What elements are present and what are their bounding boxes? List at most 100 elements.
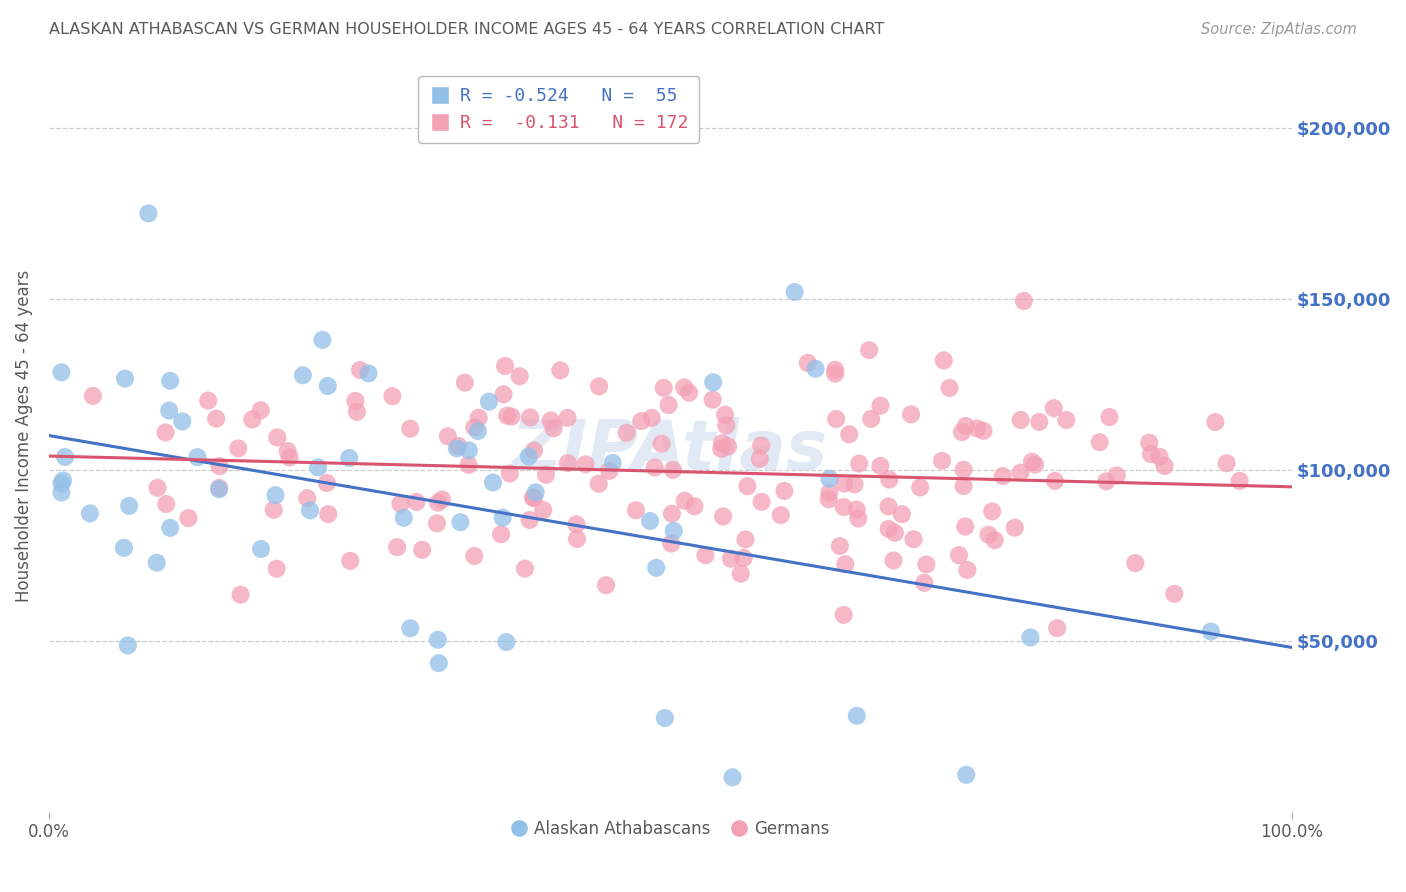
Point [51, 485, 73, 500]
Point [266, 430, 288, 444]
Point [501, 409, 523, 424]
Point [662, 463, 685, 477]
Point [977, 527, 1000, 541]
Point [385, 540, 408, 554]
Text: Source: ZipAtlas.com: Source: ZipAtlas.com [1201, 22, 1357, 37]
Point [869, 458, 891, 473]
Point [349, 363, 371, 377]
Point [932, 353, 955, 368]
Point [478, 394, 501, 409]
Point [447, 439, 470, 453]
Point [307, 460, 329, 475]
Point [463, 549, 485, 563]
Point [702, 392, 724, 407]
Point [714, 418, 737, 433]
Point [695, 548, 717, 562]
Point [1004, 521, 1026, 535]
Point [662, 524, 685, 538]
Point [299, 503, 322, 517]
Point [1010, 413, 1032, 427]
Point [825, 412, 848, 426]
Point [1105, 468, 1128, 483]
Point [205, 411, 228, 425]
Point [339, 554, 361, 568]
Point [797, 356, 820, 370]
Point [51, 476, 73, 491]
Point [834, 558, 856, 572]
Legend: Alaskan Athabascans, Germans: Alaskan Athabascans, Germans [505, 814, 837, 845]
Point [673, 380, 696, 394]
Point [804, 361, 827, 376]
Point [1123, 556, 1146, 570]
Point [337, 450, 360, 465]
Point [651, 436, 673, 450]
Point [316, 507, 339, 521]
Point [297, 491, 319, 505]
Point [948, 548, 970, 562]
Point [240, 412, 263, 426]
Point [411, 542, 433, 557]
Point [177, 511, 200, 525]
Point [344, 393, 367, 408]
Point [208, 481, 231, 495]
Point [981, 504, 1004, 518]
Point [955, 768, 977, 782]
Point [437, 429, 460, 443]
Point [357, 367, 380, 381]
Point [832, 500, 855, 514]
Point [159, 374, 181, 388]
Point [263, 502, 285, 516]
Point [711, 436, 734, 450]
Point [1163, 587, 1185, 601]
Point [79, 507, 101, 521]
Point [389, 497, 412, 511]
Point [733, 551, 755, 566]
Point [405, 495, 427, 509]
Point [114, 371, 136, 385]
Point [616, 425, 638, 440]
Point [1137, 435, 1160, 450]
Point [523, 491, 546, 505]
Point [602, 456, 624, 470]
Point [463, 420, 485, 434]
Point [912, 575, 935, 590]
Point [430, 492, 453, 507]
Point [446, 442, 468, 456]
Point [112, 541, 135, 555]
Point [652, 381, 675, 395]
Point [824, 367, 846, 381]
Point [972, 424, 994, 438]
Point [482, 475, 505, 490]
Point [277, 444, 299, 458]
Point [534, 467, 557, 482]
Point [883, 553, 905, 567]
Point [426, 632, 449, 647]
Point [903, 533, 925, 547]
Point [952, 479, 974, 493]
Point [53, 450, 76, 464]
Point [860, 412, 883, 426]
Point [186, 450, 208, 464]
Point [818, 472, 841, 486]
Point [710, 442, 733, 456]
Point [1021, 455, 1043, 469]
Point [711, 509, 734, 524]
Point [426, 516, 449, 531]
Point [953, 519, 976, 533]
Point [714, 408, 737, 422]
Point [494, 359, 516, 373]
Point [491, 510, 513, 524]
Point [208, 459, 231, 474]
Point [118, 499, 141, 513]
Point [751, 495, 773, 509]
Point [858, 343, 880, 358]
Point [457, 443, 479, 458]
Point [832, 607, 855, 622]
Point [565, 532, 588, 546]
Point [519, 410, 541, 425]
Point [264, 488, 287, 502]
Point [908, 480, 931, 494]
Point [229, 588, 252, 602]
Point [838, 427, 860, 442]
Point [531, 503, 554, 517]
